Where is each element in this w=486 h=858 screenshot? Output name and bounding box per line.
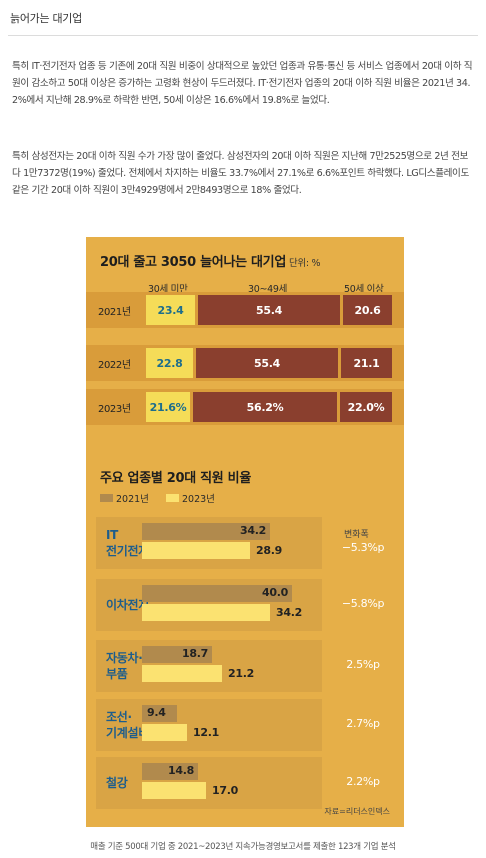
- industry-label: 이차전지: [106, 598, 149, 612]
- industry-label: 조선· 기계설비: [106, 710, 149, 740]
- age-segment-under30: 21.6%: [146, 392, 190, 422]
- industry-row: IT 전기전자 34.2 28.9: [96, 517, 322, 569]
- change-header: 변화폭: [344, 530, 369, 540]
- legend-label-2023: 2023년: [182, 494, 215, 505]
- bar-2021: [142, 523, 270, 540]
- infographic-title: 20대 줄고 3050 늘어나는 대기업 단위: %: [100, 251, 321, 270]
- industry-row: 자동차· 부품 18.7 21.2: [96, 640, 322, 692]
- value-label-2021: 34.2: [240, 524, 266, 537]
- age-row-year: 2021년: [98, 307, 131, 318]
- legend-swatch-2021: [100, 494, 113, 502]
- column-header-30to49: 30~49세: [248, 284, 288, 295]
- industry-label: IT 전기전자: [106, 528, 149, 558]
- age-segment-30to49: 55.4: [198, 295, 340, 325]
- change-value: 2.2%p: [346, 775, 380, 788]
- bar-2023: [142, 724, 187, 741]
- bar-2023: [142, 782, 206, 799]
- age-segment-under30: 23.4: [146, 295, 195, 325]
- industry-section-title: 주요 업종별 20대 직원 비율: [100, 471, 251, 486]
- change-value: −5.3%p: [341, 541, 385, 554]
- change-value: 2.7%p: [346, 717, 380, 730]
- value-label-2021: 14.8: [168, 764, 194, 777]
- legend-2021: 2021년: [100, 491, 149, 505]
- age-segment-50plus: 20.6: [343, 295, 392, 325]
- page-title: 늙어가는 대기업: [10, 12, 82, 25]
- bar-2021: [142, 646, 212, 663]
- value-label-2023: 12.1: [193, 726, 219, 739]
- legend-swatch-2023: [166, 494, 179, 502]
- bar-2023: [142, 665, 222, 682]
- image-caption: 매출 기준 500대 기업 중 2021~2023년 지속가능경영보고서를 제출…: [90, 842, 396, 852]
- bar-2021: [142, 585, 292, 602]
- industry-label: 자동차· 부품: [106, 651, 143, 681]
- bar-2023: [142, 604, 270, 621]
- source-note: 자료=리더스인덱스: [324, 807, 390, 816]
- age-segment-50plus: 22.0%: [340, 392, 392, 422]
- legend-label-2021: 2021년: [116, 494, 149, 505]
- value-label-2021: 9.4: [147, 706, 166, 719]
- age-row-year: 2023년: [98, 404, 131, 415]
- bar-2023: [142, 542, 250, 559]
- age-segment-30to49: 55.4: [196, 348, 338, 378]
- article-paragraph-2: 특히 삼성전자는 20대 이하 직원 수가 가장 많이 줄었다. 삼성전자의 2…: [12, 151, 469, 196]
- industry-row: 철강 14.8 17.0: [96, 757, 322, 809]
- age-segment-50plus: 21.1: [341, 348, 392, 378]
- column-header-under30: 30세 미만: [148, 284, 188, 295]
- industry-row: 이차전지 40.0 34.2: [96, 579, 322, 631]
- bar-2021: [142, 763, 198, 780]
- value-label-2021: 18.7: [182, 647, 208, 660]
- infographic: 20대 줄고 3050 늘어나는 대기업 단위: % 30세 미만 30~49세 …: [86, 237, 404, 827]
- legend-2023: 2023년: [166, 491, 215, 505]
- industry-row: 조선· 기계설비 9.4 12.1: [96, 699, 322, 751]
- title-divider: [8, 35, 478, 36]
- age-segment-30to49: 56.2%: [193, 392, 337, 422]
- column-header-50plus: 50세 이상: [344, 284, 384, 295]
- value-label-2021: 40.0: [262, 586, 288, 599]
- change-value: −5.8%p: [341, 597, 385, 610]
- infographic-title-text: 20대 줄고 3050 늘어나는 대기업: [100, 255, 286, 270]
- age-segment-under30: 22.8: [146, 348, 193, 378]
- value-label-2023: 28.9: [256, 544, 282, 557]
- age-row-year: 2022년: [98, 360, 131, 371]
- value-label-2023: 21.2: [228, 667, 254, 680]
- industry-label: 철강: [106, 776, 128, 790]
- value-label-2023: 34.2: [276, 606, 302, 619]
- value-label-2023: 17.0: [212, 784, 238, 797]
- bar-2021: [142, 705, 177, 722]
- change-value: 2.5%p: [346, 658, 380, 671]
- infographic-unit: 단위: %: [288, 258, 321, 269]
- article-paragraph-1: 특히 IT·전기전자 업종 등 기존에 20대 직원 비중이 상대적으로 높았던…: [12, 61, 473, 106]
